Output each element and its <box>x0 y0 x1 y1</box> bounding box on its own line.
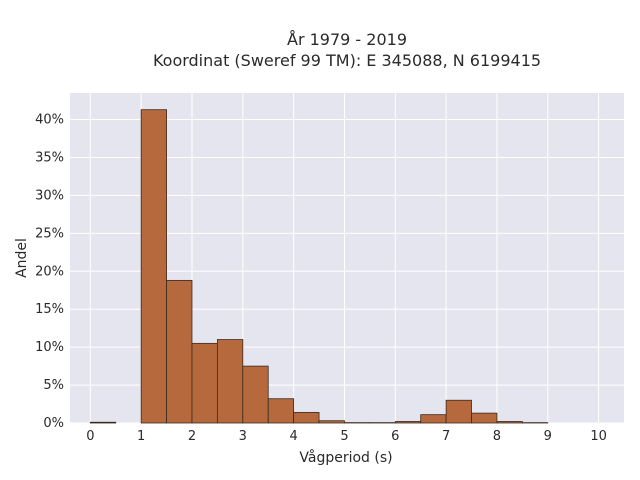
histogram-bar <box>496 421 523 424</box>
x-tick-label: 4 <box>289 429 297 444</box>
histogram-bar <box>89 421 117 424</box>
histogram-bar <box>318 420 345 424</box>
chart-title-line-2: Koordinat (Sweref 99 TM): E 345088, N 61… <box>153 51 541 70</box>
y-tick-label: 0% <box>43 416 64 431</box>
bars <box>89 109 549 424</box>
histogram-bar <box>242 365 269 424</box>
histogram-bar <box>445 399 472 424</box>
y-tick-label: 15% <box>35 302 64 317</box>
histogram-bar <box>216 339 244 424</box>
histogram-bar <box>267 398 295 424</box>
y-axis-label: Andel <box>14 238 30 278</box>
y-tick-label: 5% <box>43 378 64 393</box>
y-tick-label: 25% <box>35 226 64 241</box>
x-tick-label: 2 <box>188 429 196 444</box>
x-tick-label: 7 <box>442 429 450 444</box>
y-tick-labels: 0% 5% 10% 15% 20% 25% 30% 35% 40% <box>35 113 64 431</box>
x-tick-label: 8 <box>493 429 501 444</box>
y-tick-label: 20% <box>35 264 64 279</box>
histogram-bar <box>140 109 167 424</box>
x-tick-label: 10 <box>590 429 607 444</box>
histogram-bar <box>420 414 447 424</box>
y-tick-label: 30% <box>35 188 64 203</box>
histogram-bar <box>191 342 218 424</box>
y-tick-label: 35% <box>35 150 64 165</box>
x-tick-label: 1 <box>137 429 145 444</box>
x-tick-labels: 0 1 2 3 4 5 6 7 8 9 10 <box>86 429 607 444</box>
x-tick-label: 0 <box>86 429 94 444</box>
y-tick-label: 40% <box>35 113 64 128</box>
histogram-bar <box>394 421 422 424</box>
x-tick-label: 5 <box>340 429 348 444</box>
x-tick-label: 3 <box>239 429 247 444</box>
histogram-bar <box>471 412 498 424</box>
x-tick-label: 9 <box>544 429 552 444</box>
histogram-bar <box>166 279 193 424</box>
y-tick-label: 10% <box>35 340 64 355</box>
chart-title-line-1: År 1979 - 2019 <box>287 30 407 49</box>
x-tick-label: 6 <box>391 429 399 444</box>
x-axis-label: Vågperiod (s) <box>299 449 392 466</box>
grid-lines <box>70 93 624 424</box>
histogram-bar <box>293 411 320 424</box>
